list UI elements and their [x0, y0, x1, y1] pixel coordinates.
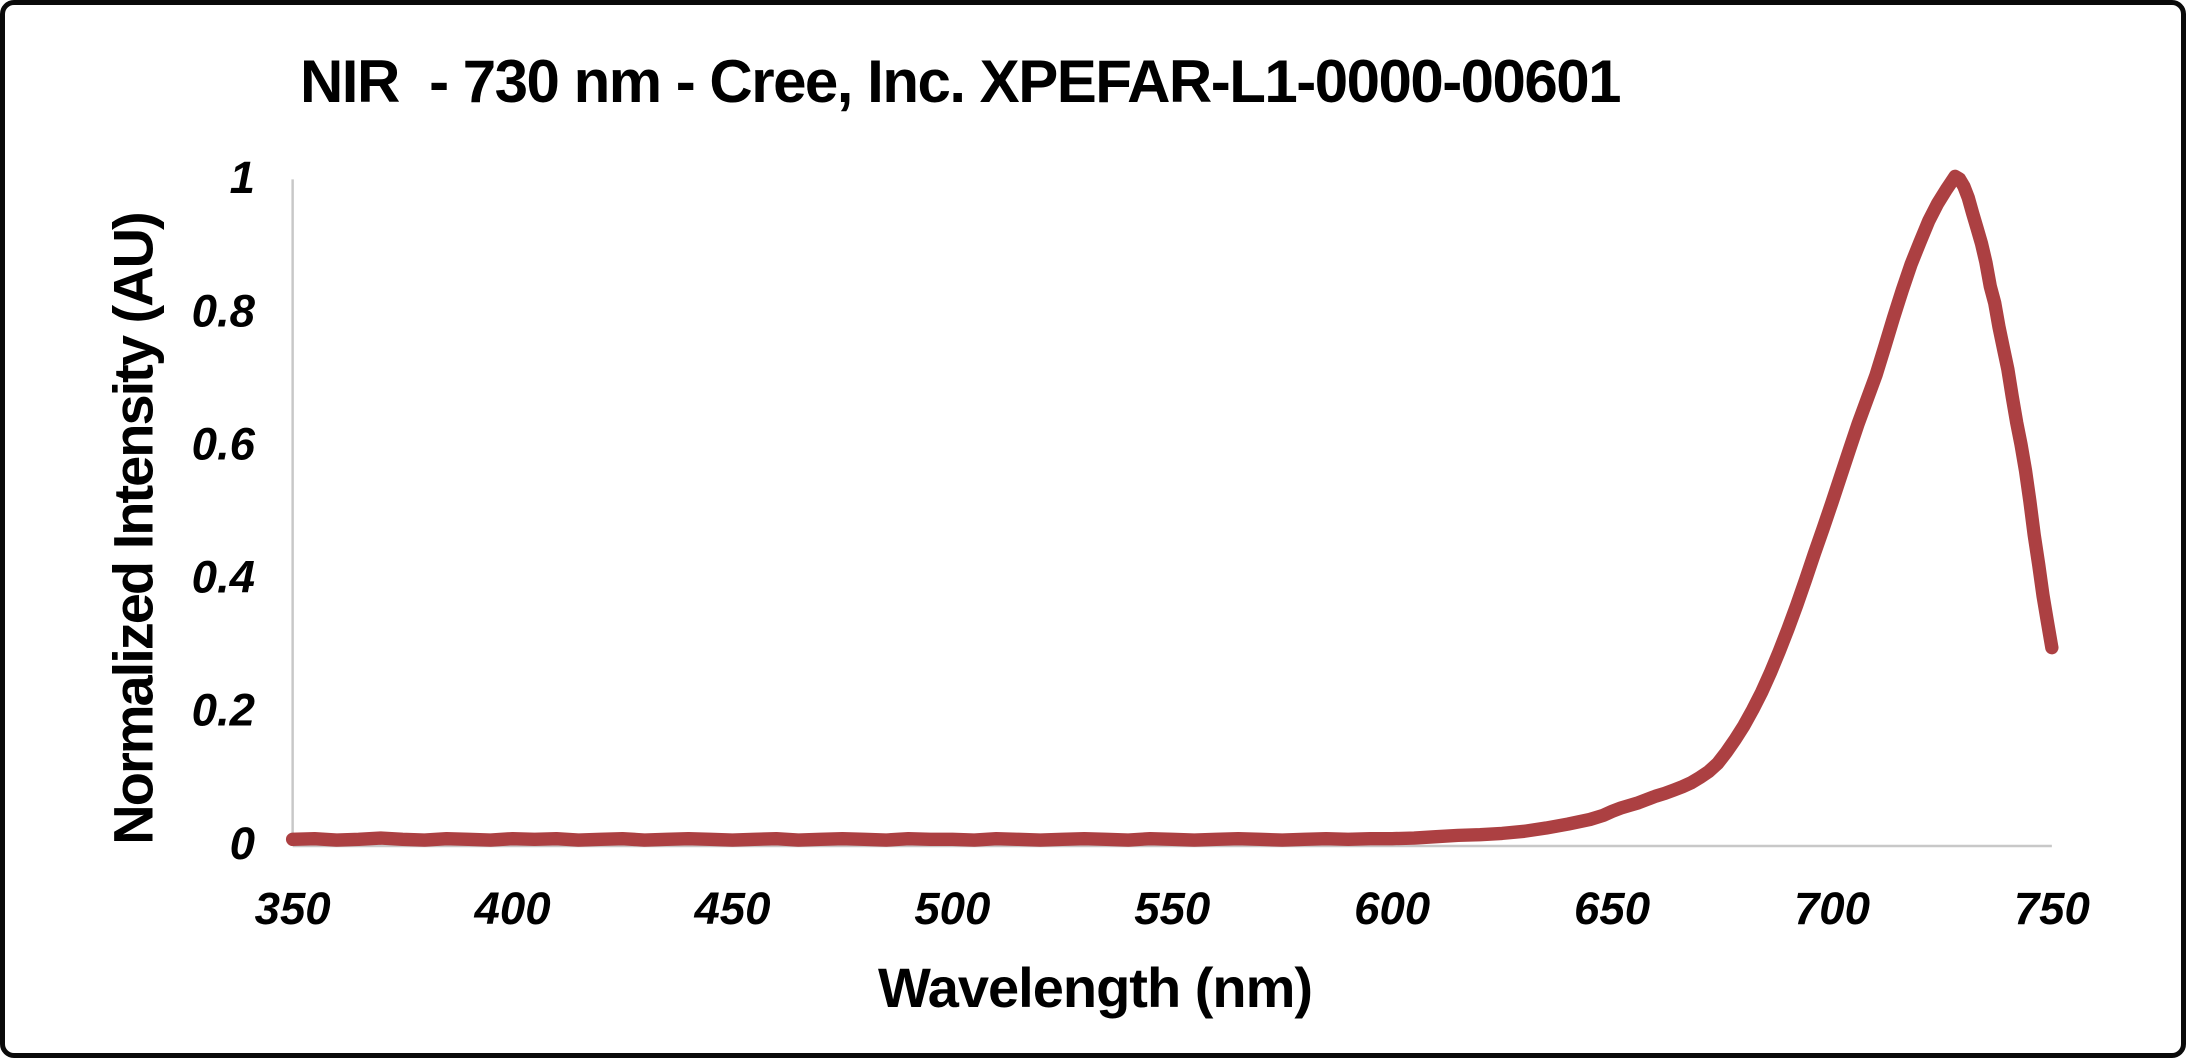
x-tick-label: 650	[1574, 883, 1650, 934]
x-tick-label: 700	[1794, 883, 1870, 934]
y-tick-label: 0.2	[192, 685, 255, 736]
chart-title: NIR - 730 nm - Cree, Inc. XPEFAR-L1-0000…	[299, 48, 1622, 115]
x-tick-label: 450	[693, 883, 770, 934]
y-axis-tick-labels: 0 0.2 0.4 0.6 0.8 1	[192, 152, 256, 869]
x-axis-tick-labels: 350 400 450 500 550 600 650 700 750	[255, 883, 2090, 934]
x-tick-label: 500	[914, 883, 990, 934]
spectrum-line	[285, 169, 2059, 847]
y-tick-label: 0	[230, 818, 255, 869]
x-tick-label: 550	[1134, 883, 1210, 934]
x-tick-label: 400	[474, 883, 551, 934]
y-tick-label: 1	[230, 152, 255, 203]
plot-area: 350 400 450 500 550 600 650 700 750 0 0.2 0.4 0.6 0.…	[192, 152, 2090, 934]
y-tick-label: 0.4	[192, 552, 255, 603]
y-tick-label: 0.6	[192, 418, 256, 469]
x-tick-label: 750	[2014, 883, 2090, 934]
y-tick-label: 0.8	[192, 285, 256, 336]
axis-lines	[291, 179, 2052, 848]
x-axis-title: Wavelength (nm)	[877, 956, 1313, 1019]
x-tick-label: 350	[255, 883, 331, 934]
x-tick-label: 600	[1354, 883, 1430, 934]
